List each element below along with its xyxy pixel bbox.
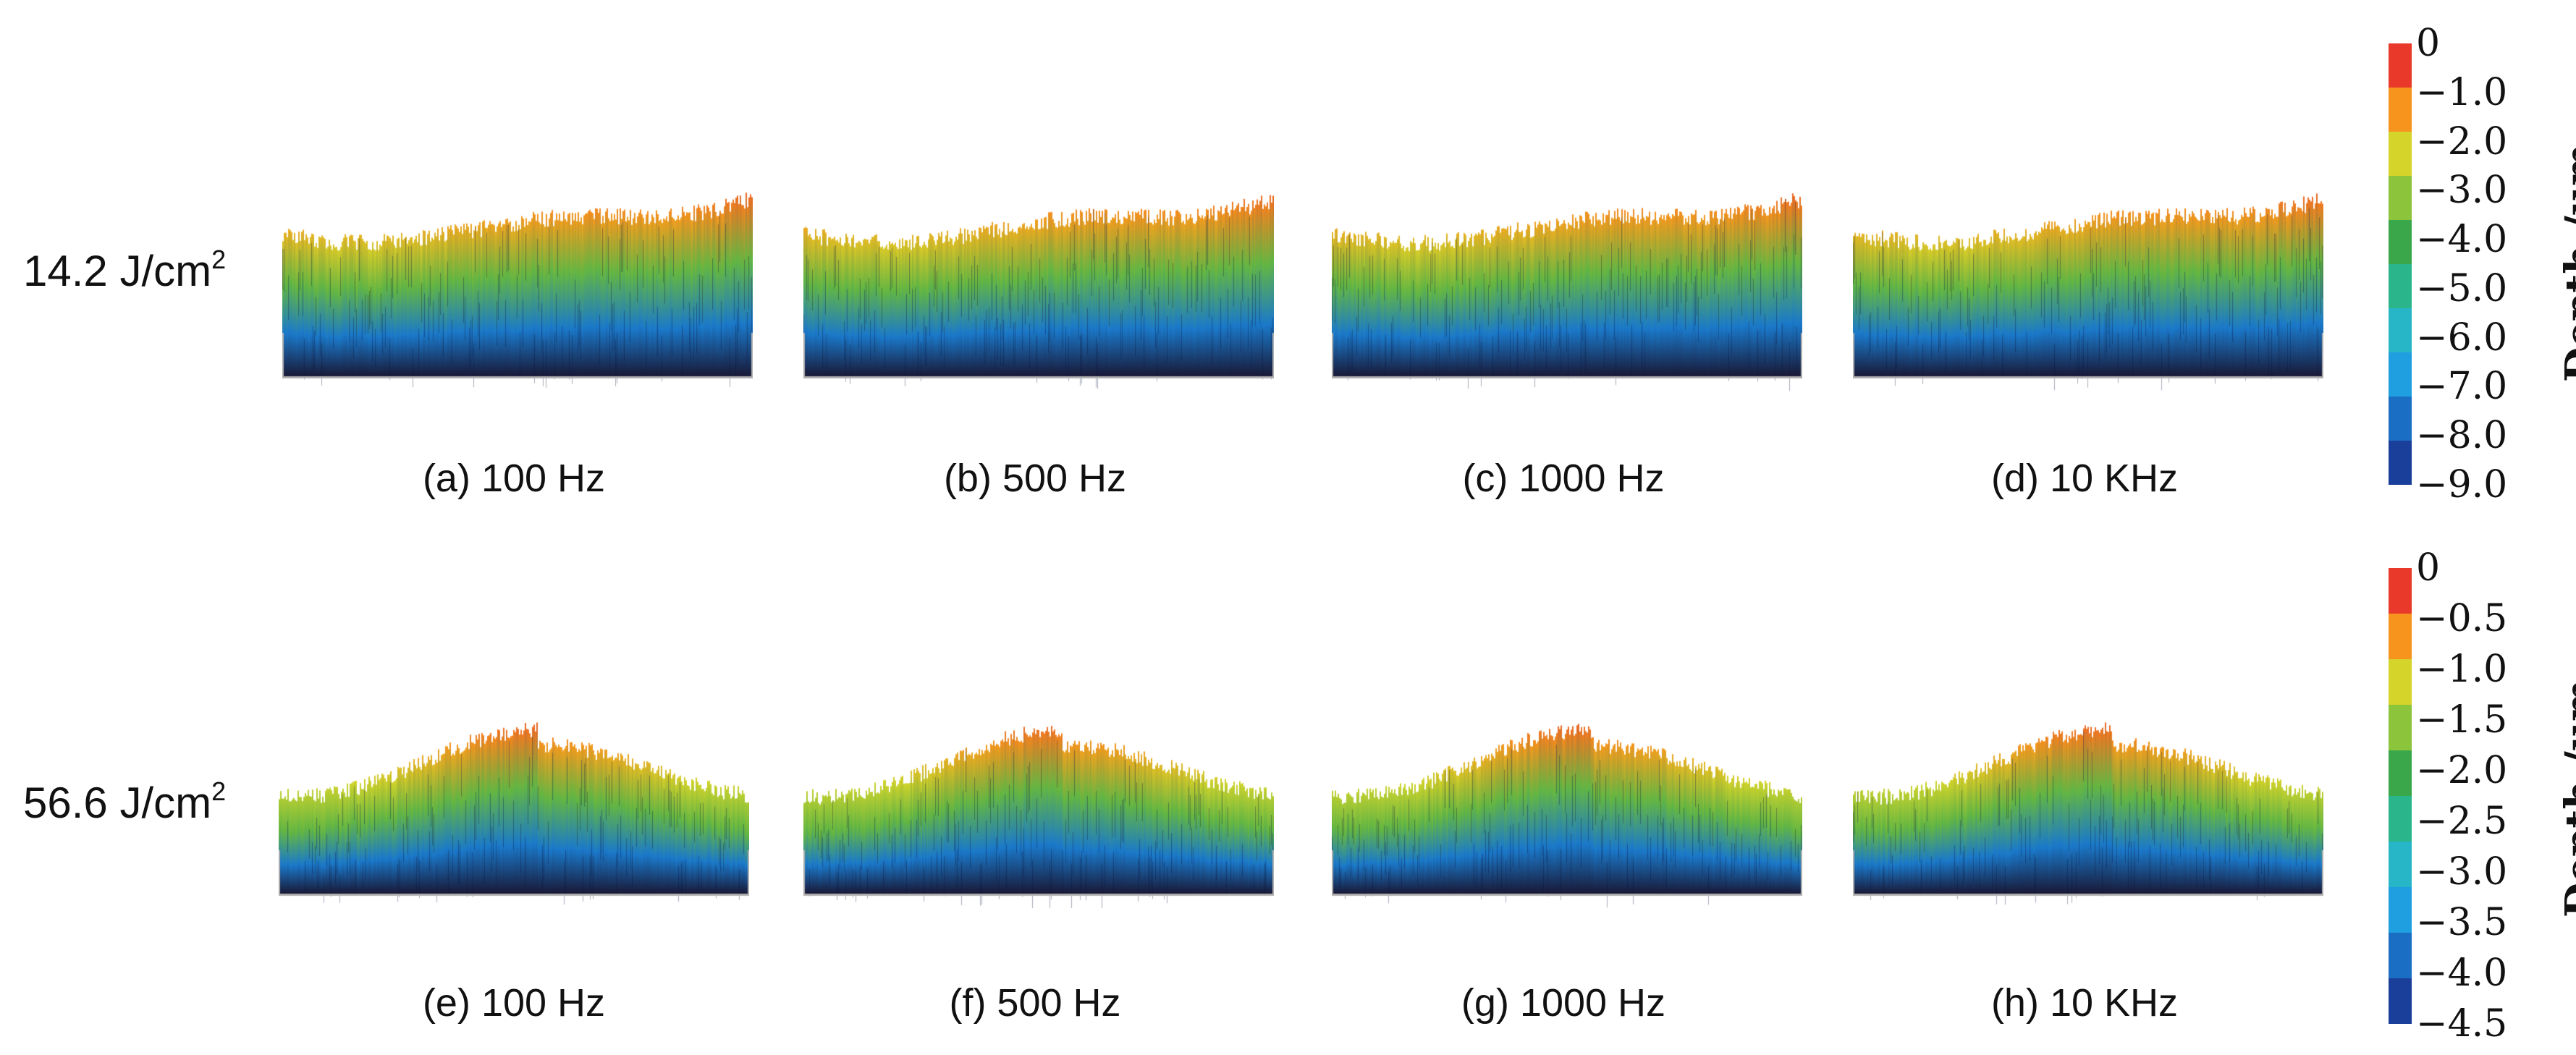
colorbar-segment <box>2389 842 2412 888</box>
colorbar-segment <box>2389 176 2412 221</box>
depth-profile-e <box>279 706 749 908</box>
colorbar-tick-label: −2.0 <box>2416 749 2508 792</box>
colorbar-segment <box>2389 933 2412 979</box>
colorbar-top-title: Depth /μm <box>2556 143 2576 383</box>
colorbar-segment <box>2389 659 2412 706</box>
colorbar-tick-label: −3.0 <box>2416 850 2508 894</box>
panel-caption-f: (f) 500 Hz <box>949 981 1121 1025</box>
colorbar-segment <box>2389 978 2412 1024</box>
colorbar-segment <box>2389 887 2412 933</box>
depth-profile-f <box>803 706 1274 908</box>
depth-profile-b <box>803 174 1274 391</box>
row-label-fluence-2: 56.6 J/cm2 <box>23 776 227 828</box>
colorbar-tick-label: −2.5 <box>2416 800 2508 843</box>
colorbar-tick-label: 0 <box>2416 22 2441 65</box>
depth-profile-h <box>1853 706 2323 908</box>
depth-profile-a <box>282 174 753 391</box>
row-label-fluence-1: 14.2 J/cm2 <box>23 245 227 296</box>
colorbar-tick-label: −4.5 <box>2416 1002 2508 1046</box>
row-label-superscript: 2 <box>211 776 227 806</box>
row-label-superscript: 2 <box>211 245 227 274</box>
panel-caption-h: (h) 10 KHz <box>1990 981 2179 1025</box>
panel-caption-e: (e) 100 Hz <box>422 981 606 1025</box>
colorbar-tick-label: −1.0 <box>2416 648 2508 691</box>
colorbar-tick-label: −2.0 <box>2416 119 2508 164</box>
colorbar-segment <box>2389 397 2412 441</box>
colorbar-segment <box>2389 705 2412 751</box>
colorbar-tick-label: 0 <box>2416 546 2441 590</box>
depth-profile-g <box>1332 706 1802 908</box>
panel-caption-c: (c) 1000 Hz <box>1462 457 1665 500</box>
colorbar-segment <box>2389 308 2412 353</box>
depth-profile-d <box>1853 174 2323 391</box>
row-label-text: 56.6 J/cm <box>23 779 212 827</box>
row-label-text: 14.2 J/cm <box>23 247 212 295</box>
colorbar-bottom <box>2389 568 2412 1024</box>
colorbar-tick-label: −4.0 <box>2416 952 2508 995</box>
colorbar-segment <box>2389 43 2412 88</box>
colorbar-tick-label: −9.0 <box>2416 463 2508 507</box>
colorbar-tick-label: −3.5 <box>2416 901 2508 944</box>
colorbar-tick-label: −8.0 <box>2416 414 2508 458</box>
colorbar-tick-label: −0.5 <box>2416 597 2508 640</box>
colorbar-tick-label: −5.0 <box>2416 266 2508 310</box>
colorbar-top <box>2389 43 2412 485</box>
colorbar-tick-label: −6.0 <box>2416 315 2508 360</box>
colorbar-segment <box>2389 220 2412 265</box>
colorbar-segment <box>2389 750 2412 797</box>
colorbar-segment <box>2389 441 2412 485</box>
colorbar-segment <box>2389 614 2412 660</box>
colorbar-segment <box>2389 132 2412 177</box>
panel-caption-b: (b) 500 Hz <box>943 457 1127 500</box>
colorbar-tick-label: −1.5 <box>2416 698 2508 742</box>
panel-caption-a: (a) 100 Hz <box>422 457 606 500</box>
colorbar-tick-label: −4.0 <box>2416 218 2508 262</box>
colorbar-segment <box>2389 264 2412 309</box>
colorbar-tick-label: −3.0 <box>2416 169 2508 213</box>
depth-profile-c <box>1332 174 1802 391</box>
colorbar-segment <box>2389 88 2412 132</box>
colorbar-tick-label: −7.0 <box>2416 365 2508 409</box>
colorbar-segment <box>2389 352 2412 397</box>
colorbar-tick-label: −1.0 <box>2416 70 2508 114</box>
panel-caption-d: (d) 10 KHz <box>1990 457 2179 500</box>
colorbar-bottom-title: Depth /μm <box>2556 678 2576 918</box>
colorbar-segment <box>2389 568 2412 614</box>
colorbar-segment <box>2389 796 2412 842</box>
panel-caption-g: (g) 1000 Hz <box>1461 981 1666 1025</box>
